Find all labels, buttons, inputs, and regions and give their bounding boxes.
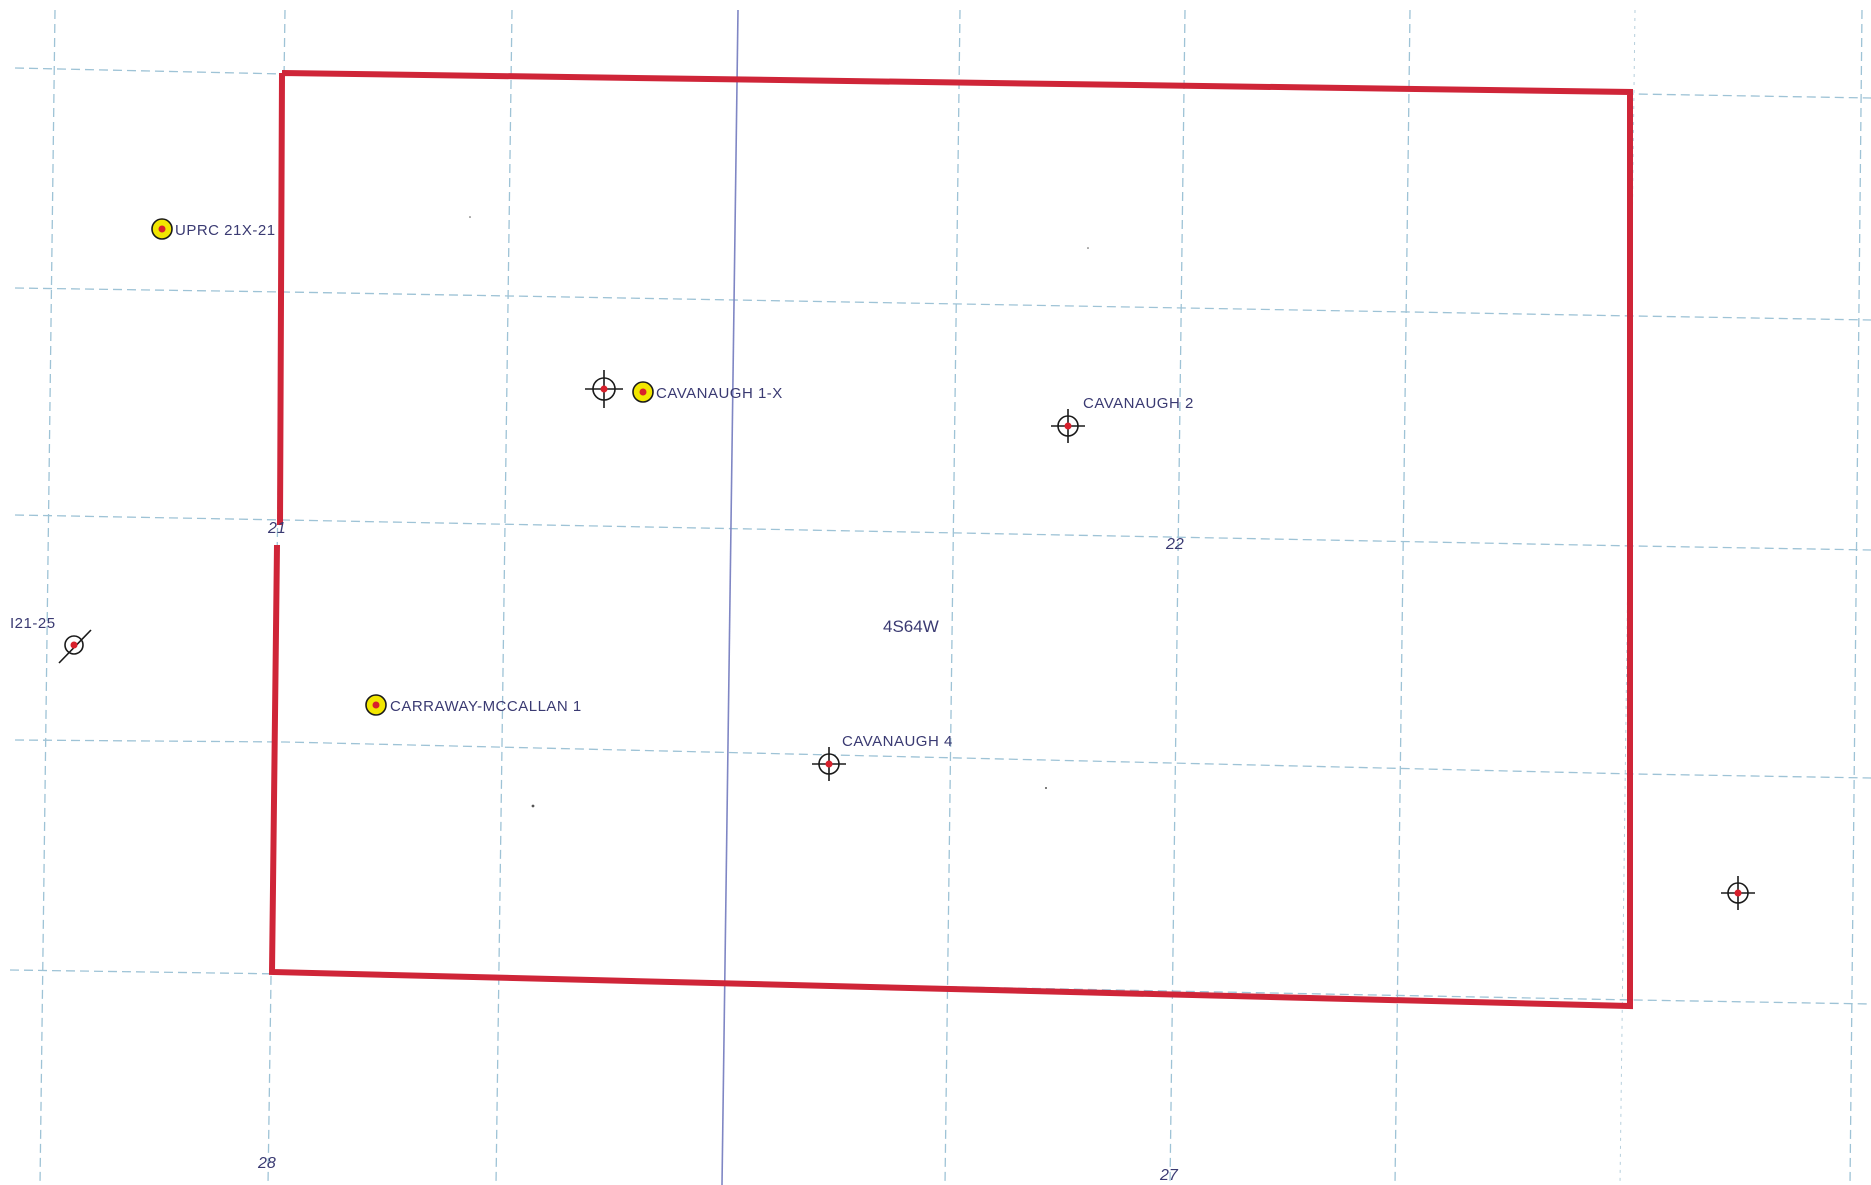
scan-specks [469, 216, 1089, 808]
grid-lines [9, 9, 1871, 1185]
producing-well-icon [632, 381, 654, 403]
dry-hole-icon [1721, 876, 1755, 910]
section-label-28: 28 [257, 1155, 276, 1172]
producing-well-icon [151, 218, 173, 240]
well-cavanaugh-4[interactable]: CAVANAUGH 4 [812, 733, 953, 781]
dry-hole-icon [812, 747, 846, 781]
well-i21-25[interactable]: I21-25 [10, 615, 92, 664]
well-label: CAVANAUGH 4 [842, 733, 953, 750]
section-label-27: 27 [1159, 1167, 1179, 1184]
well-label: CAVANAUGH 1-X [656, 385, 783, 402]
section-label-21: 21 [267, 520, 286, 537]
well-label: CAVANAUGH 2 [1083, 395, 1194, 412]
section-label-22: 22 [1165, 536, 1184, 553]
well-label: UPRC 21X-21 [175, 222, 276, 239]
well-label: I21-25 [10, 615, 56, 632]
producing-well-icon [365, 694, 387, 716]
well-carraway-mccallan-1[interactable]: CARRAWAY-MCCALLAN 1 [365, 694, 582, 716]
plugged-abandoned-well-icon [58, 629, 92, 664]
dry-hole-icon [1051, 409, 1085, 443]
township-line [721, 9, 739, 1185]
dry-hole-icon [585, 370, 623, 408]
township-label: 4S64W [883, 617, 939, 636]
well-label: CARRAWAY-MCCALLAN 1 [390, 698, 582, 715]
lease-boundary[interactable] [268, 70, 1633, 1010]
well-cavanaugh-1x[interactable]: CAVANAUGH 1-X [585, 370, 783, 408]
well-cavanaugh-2[interactable]: CAVANAUGH 2 [1051, 395, 1194, 443]
well-uprc-21x-21[interactable]: UPRC 21X-21 [151, 218, 276, 240]
well-unlabeled-east[interactable] [1721, 876, 1755, 910]
